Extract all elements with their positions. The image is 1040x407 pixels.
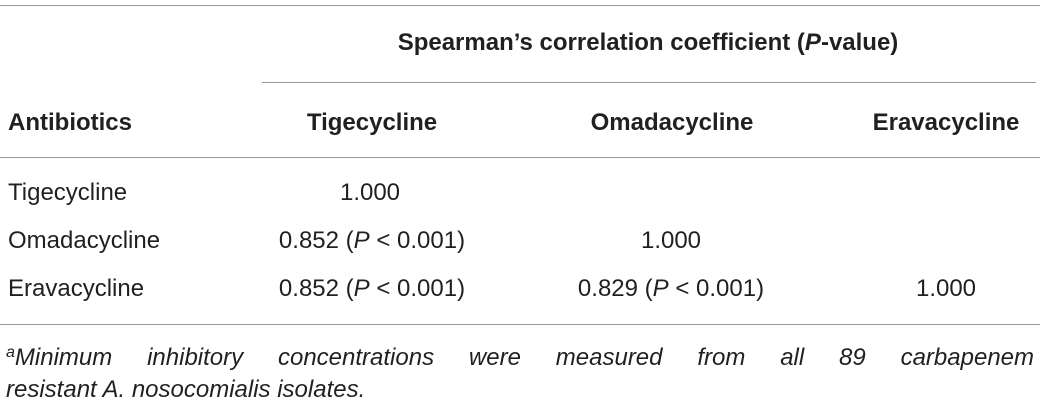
text: 0.852 ( (278, 275, 354, 302)
footnote-line: aMinimum inhibitory concentrations were … (6, 338, 1034, 373)
footnote-mark: a (6, 344, 15, 361)
text: P (353, 227, 370, 254)
cell: 1.000 (640, 227, 702, 254)
text: Spearman’s correlation coefficient ( (397, 29, 805, 56)
text: < 0.001) (668, 275, 765, 302)
bottom-rule (0, 324, 1040, 325)
row-label: Eravacycline (8, 275, 145, 302)
header-rule (0, 157, 1040, 158)
cell: 0.852 (P < 0.001) (279, 274, 465, 304)
text: P (353, 275, 370, 302)
column-header: Tigecycline (306, 109, 438, 136)
row-label: Omadacycline (8, 227, 161, 254)
text: 0.829 ( (577, 275, 653, 302)
cell: 1.000 (915, 275, 977, 302)
cell: 0.829 (P < 0.001) (578, 274, 764, 304)
text: P (652, 275, 669, 302)
text: Minimum inhibitory concentrations were m… (14, 344, 1034, 371)
text: P (804, 29, 821, 56)
row-label: Tigecycline (8, 179, 128, 206)
column-header: Omadacycline (590, 109, 754, 136)
group-header: Spearman’s correlation coefficient (P-va… (398, 28, 899, 58)
group-rule (262, 82, 1036, 83)
text: < 0.001) (369, 275, 466, 302)
footnote-line: resistant A. nosocomialis isolates. (6, 376, 366, 403)
cell: 1.000 (339, 179, 401, 206)
column-header: Antibiotics (8, 109, 132, 136)
text: 0.852 ( (278, 227, 354, 254)
top-rule (0, 5, 1040, 6)
text: -value) (820, 29, 899, 56)
text: < 0.001) (369, 227, 466, 254)
column-header: Eravacycline (872, 109, 1020, 136)
cell: 0.852 (P < 0.001) (279, 226, 465, 256)
